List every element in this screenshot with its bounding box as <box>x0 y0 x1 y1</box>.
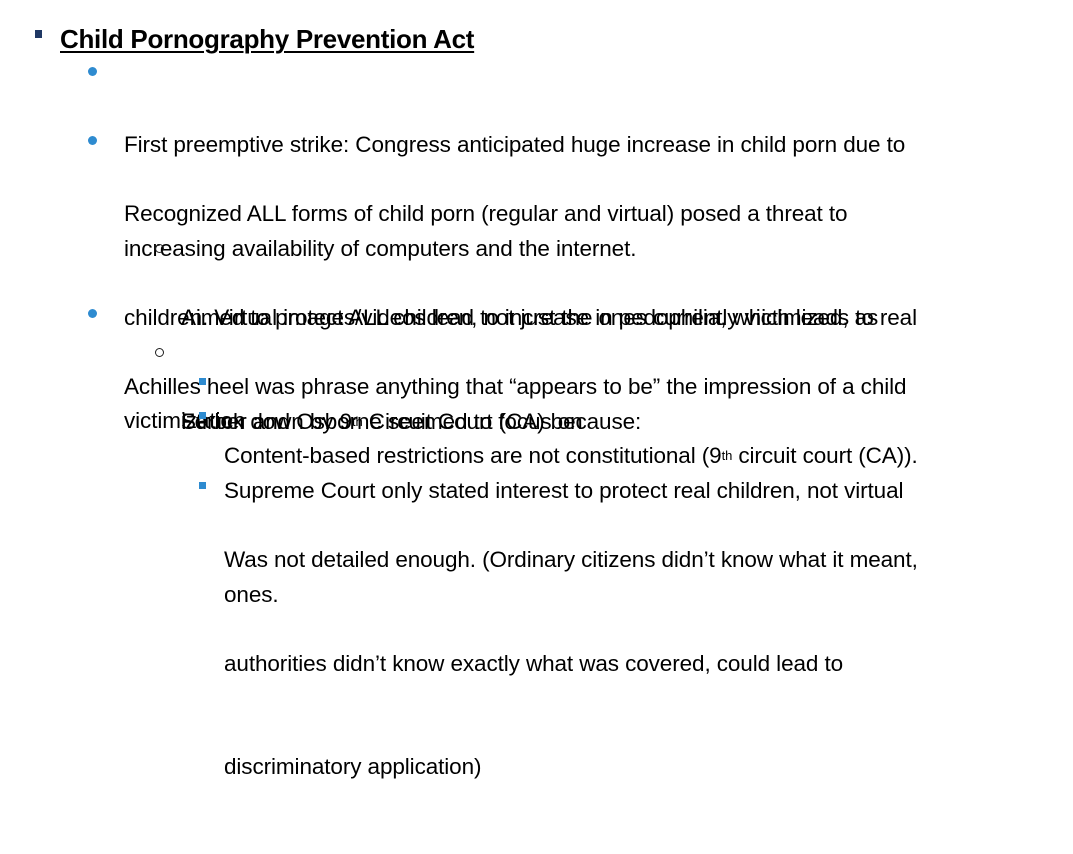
heading-bullet-icon <box>35 30 42 38</box>
bullet-dot-icon <box>88 67 97 76</box>
struck-down-text-after: Circuit Court (CA) because: <box>362 409 642 434</box>
sub-item-aimed-line-1: Aimed to protect ALL children, not just … <box>181 305 879 330</box>
bullet-item-2-line-1: Recognized ALL forms of child porn (regu… <box>124 201 848 226</box>
struck-down-superscript: th <box>351 414 363 429</box>
supreme-court-line-1: Supreme Court only stated interest to pr… <box>224 478 904 503</box>
slide-heading: Child Pornography Prevention Act <box>60 24 475 54</box>
bullet-item-1-line-2: increasing availability of computers and… <box>124 235 637 261</box>
bullet-item-1: First preemptive strike: Congress antici… <box>124 59 905 335</box>
not-detailed-line-2: authorities didn’t know exactly what was… <box>224 650 844 676</box>
bullet-square-icon <box>199 482 206 489</box>
not-detailed-line-1: Was not detailed enough. (Ordinary citiz… <box>224 547 918 572</box>
bullet-square-icon <box>199 378 206 385</box>
bullet-ring-icon <box>155 244 164 253</box>
not-detailed-line-3: discriminatory application) <box>224 754 482 779</box>
struck-down-text: Struck down by 9 <box>181 409 352 434</box>
bullet-ring-icon <box>155 348 164 357</box>
bullet-dot-icon <box>88 309 97 318</box>
third-item-content-based: Content-based restrictions are not const… <box>224 370 918 543</box>
bullet-item-2: Recognized ALL forms of child porn (regu… <box>124 128 917 508</box>
bullet-item-1-line-1: First preemptive strike: Congress antici… <box>124 132 906 157</box>
bullet-item-3: Achilles heel was phrase anything that “… <box>124 301 907 474</box>
third-item-not-detailed: Was not detailed enough. (Ordinary citiz… <box>224 474 918 854</box>
bullet-dot-icon <box>88 136 97 145</box>
content-based-superscript: th <box>721 448 733 463</box>
sub-item-struck-down: Struck down by 9th Circuit Court (CA) be… <box>181 336 641 509</box>
sub-item-aimed: Aimed to protect ALL children, not just … <box>181 232 878 508</box>
bullet-square-icon <box>199 412 206 419</box>
sub-item-aimed-line-2: Ferber and Osborne seemed to focus on <box>181 408 583 434</box>
slide: Child Pornography Prevention Act First p… <box>35 24 918 779</box>
bullet-item-2-line-3: victimization <box>124 408 246 433</box>
bullet-item-3-line-1: Achilles heel was phrase anything that “… <box>124 374 907 399</box>
content-based-text-after: circuit court (CA)). <box>732 443 918 468</box>
bullet-item-2-line-2: children. Virtual images/videos lead to … <box>124 304 917 330</box>
content-based-text: Content-based restrictions are not const… <box>224 443 722 468</box>
